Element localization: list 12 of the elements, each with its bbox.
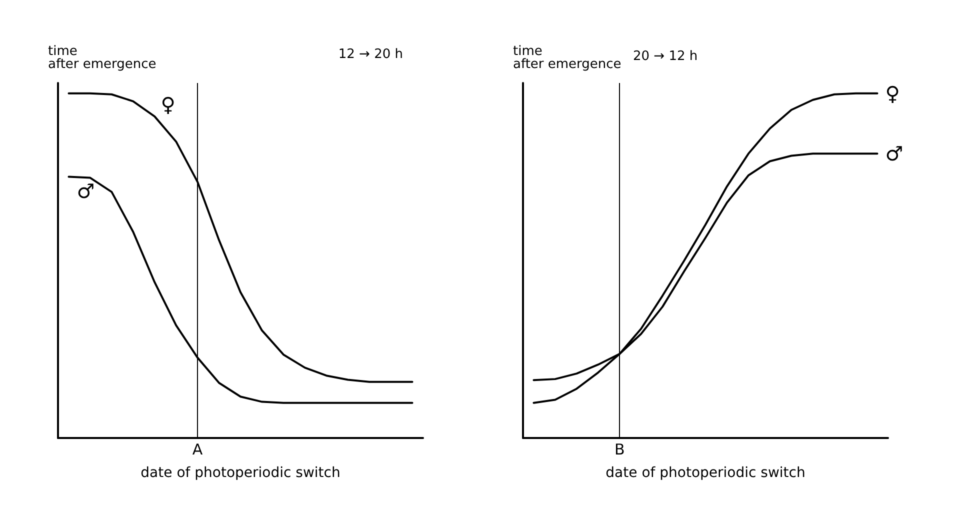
y-axis-title: time after emergence (48, 44, 156, 72)
text: A (192, 440, 204, 458)
series-label: ♀ (885, 81, 900, 106)
text: 20 → 12 h (633, 49, 698, 64)
text: 12 → 20 h (338, 47, 404, 62)
series-label: ♀ (160, 92, 176, 117)
series-label: ♂ (76, 178, 95, 203)
series-label: ♂ (885, 142, 904, 166)
text: B (614, 440, 625, 458)
x-axis-title: date of photoperiodic switch (606, 465, 806, 481)
y-axis-title: time after emergence (513, 44, 622, 72)
x-axis-title: date of photoperiodic switch (140, 465, 340, 481)
